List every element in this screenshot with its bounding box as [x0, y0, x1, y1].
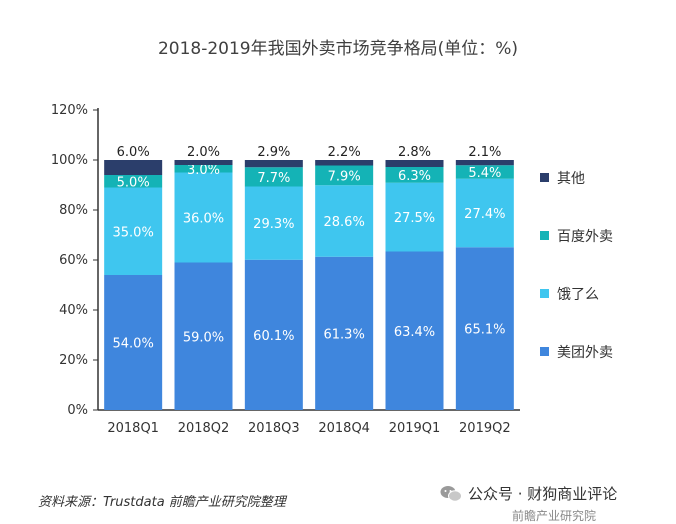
x-tick-label: 2019Q1 [389, 421, 441, 436]
data-label: 6.3% [398, 169, 431, 184]
y-tick-label: 100% [51, 153, 88, 168]
bar-segment [385, 160, 444, 167]
bar-segment [174, 160, 233, 165]
legend-label: 其他 [557, 171, 585, 187]
bar-segment [385, 182, 444, 252]
data-label: 65.1% [464, 323, 505, 338]
bar-segment [104, 275, 163, 410]
legend-label: 美团外卖 [557, 345, 613, 361]
data-label: 2.8% [398, 145, 431, 160]
data-label: 7.9% [328, 169, 361, 184]
data-label: 3.0% [187, 163, 220, 178]
bar-segment [315, 165, 374, 186]
bar-segment [244, 259, 303, 410]
data-label: 2.1% [468, 145, 501, 160]
bar-segment [315, 160, 374, 166]
data-label: 27.4% [464, 207, 505, 222]
y-tick-label: 60% [59, 253, 88, 268]
legend-label: 饿了么 [557, 287, 599, 303]
data-label: 54.0% [113, 337, 154, 352]
bar-segment [385, 167, 444, 183]
y-tick-label: 40% [59, 303, 88, 318]
source-note: 资料来源：Trustdata 前瞻产业研究院整理 [38, 495, 286, 510]
bar-segment [244, 167, 303, 187]
data-label: 59.0% [183, 330, 224, 345]
bar-segment [455, 160, 514, 166]
wechat-icon [440, 485, 462, 502]
data-label: 35.0% [113, 225, 154, 240]
data-label: 5.4% [468, 166, 501, 181]
legend-swatch [540, 173, 549, 182]
bar-segment [385, 251, 444, 410]
data-label: 2.9% [257, 145, 290, 160]
legend-swatch [540, 347, 549, 356]
legend-swatch [540, 289, 549, 298]
bar-segment [174, 262, 233, 410]
data-label: 6.0% [117, 145, 150, 160]
data-label: 63.4% [394, 325, 435, 340]
x-tick-label: 2018Q2 [178, 421, 230, 436]
y-tick-label: 80% [59, 203, 88, 218]
x-tick-label: 2018Q3 [248, 421, 300, 436]
legend-label: 百度外卖 [557, 229, 613, 245]
bar-segment [104, 160, 163, 175]
bar-segment [174, 165, 233, 173]
bar-segment [174, 172, 233, 263]
wechat-label: 公众号 · 财狗商业评论 [468, 485, 618, 503]
bar-segment [104, 187, 163, 275]
data-label: 36.0% [183, 212, 224, 227]
y-tick-label: 20% [59, 353, 88, 368]
data-label: 2.0% [187, 145, 220, 160]
x-tick-label: 2018Q1 [107, 421, 159, 436]
x-tick-label: 2018Q4 [318, 421, 370, 436]
data-label: 27.5% [394, 211, 435, 226]
data-label: 7.7% [257, 171, 290, 186]
x-tick-label: 2019Q2 [459, 421, 511, 436]
data-label: 5.0% [117, 175, 150, 190]
bar-segment [244, 160, 303, 168]
chart-title: 2018-2019年我国外卖市场竞争格局(单位：%) [157, 39, 519, 59]
y-tick-label: 0% [67, 403, 88, 418]
data-label: 60.1% [253, 329, 294, 344]
data-label: 29.3% [253, 217, 294, 232]
bar-segment [455, 165, 514, 179]
data-label: 28.6% [324, 215, 365, 230]
bar-segment [315, 185, 374, 257]
watermark-text: 前瞻产业研究院 [512, 509, 597, 523]
legend-swatch [540, 231, 549, 240]
wechat-account: 公众号 · 财狗商业评论 [440, 483, 617, 504]
data-label: 2.2% [328, 145, 361, 160]
bar-segment [455, 247, 514, 410]
data-label: 61.3% [324, 327, 365, 342]
bar-segment [455, 178, 514, 248]
bar-segment [315, 256, 374, 410]
bar-segment [244, 186, 303, 260]
y-tick-label: 120% [51, 103, 88, 118]
bar-segment [104, 175, 163, 188]
